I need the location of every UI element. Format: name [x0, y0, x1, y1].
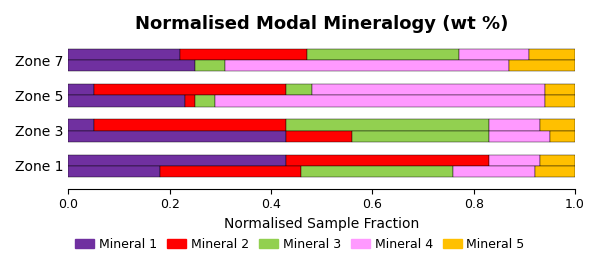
Bar: [68, 130, 286, 142]
Bar: [68, 155, 286, 166]
Bar: [550, 130, 575, 142]
Bar: [352, 130, 489, 142]
Bar: [94, 119, 286, 130]
Bar: [68, 49, 180, 60]
Bar: [68, 166, 160, 177]
Bar: [185, 95, 195, 107]
Bar: [311, 84, 545, 95]
Title: Normalised Modal Mineralogy (wt %): Normalised Modal Mineralogy (wt %): [135, 15, 508, 33]
Bar: [286, 155, 489, 166]
Bar: [454, 166, 535, 177]
Bar: [545, 84, 575, 95]
Bar: [301, 166, 454, 177]
Bar: [489, 130, 550, 142]
Bar: [489, 119, 539, 130]
Legend: Mineral 1, Mineral 2, Mineral 3, Mineral 4, Mineral 5: Mineral 1, Mineral 2, Mineral 3, Mineral…: [70, 233, 530, 256]
Bar: [307, 49, 458, 60]
Bar: [68, 84, 94, 95]
Bar: [68, 119, 94, 130]
Bar: [286, 84, 311, 95]
Bar: [545, 95, 575, 107]
Bar: [529, 49, 575, 60]
X-axis label: Normalised Sample Fraction: Normalised Sample Fraction: [224, 217, 419, 231]
Bar: [539, 155, 575, 166]
Bar: [535, 166, 575, 177]
Bar: [68, 95, 185, 107]
Bar: [509, 60, 575, 72]
Bar: [94, 84, 286, 95]
Bar: [195, 60, 226, 72]
Bar: [286, 119, 489, 130]
Bar: [160, 166, 301, 177]
Bar: [215, 95, 545, 107]
Bar: [180, 49, 307, 60]
Bar: [489, 155, 539, 166]
Bar: [286, 130, 352, 142]
Bar: [458, 49, 529, 60]
Bar: [195, 95, 215, 107]
Bar: [68, 60, 195, 72]
Bar: [226, 60, 509, 72]
Bar: [539, 119, 575, 130]
